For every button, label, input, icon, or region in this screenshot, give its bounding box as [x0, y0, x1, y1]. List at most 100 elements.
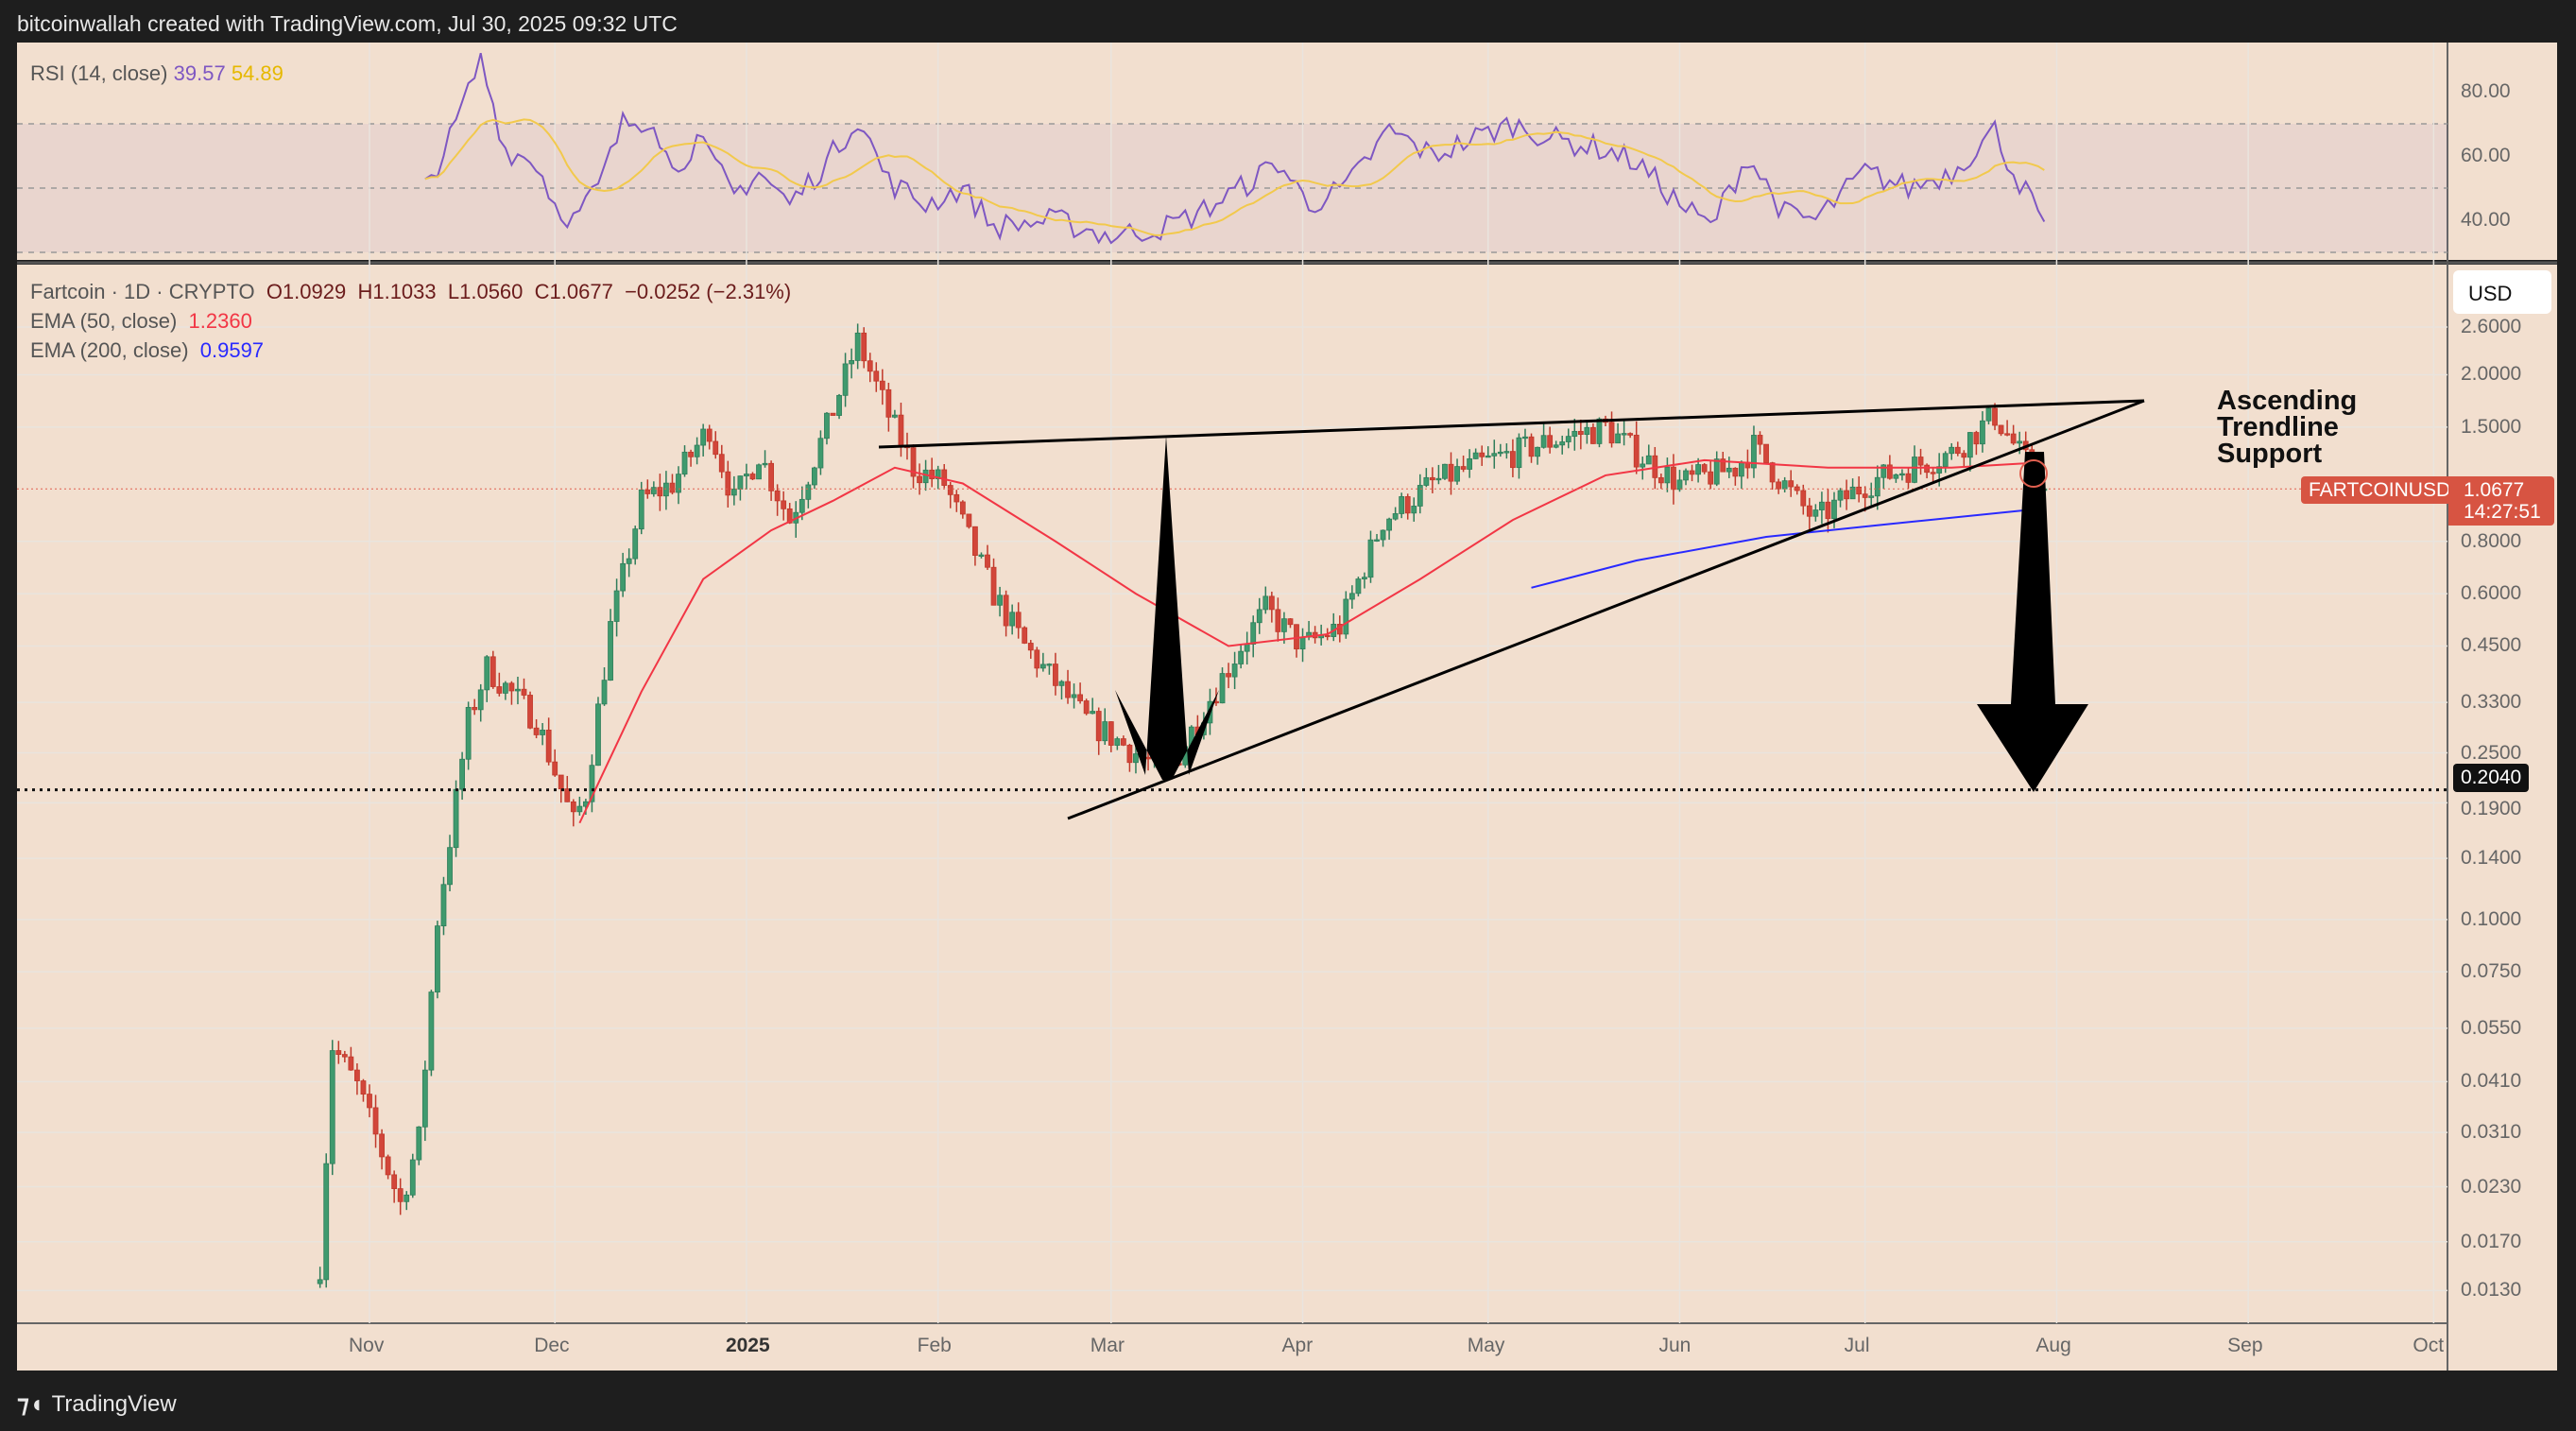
candle-body: [935, 469, 941, 479]
candle-body: [626, 558, 632, 564]
rsi-tick-label: 80.00: [2461, 80, 2511, 102]
candle-body: [620, 562, 627, 592]
ema200-value: 0.9597: [199, 338, 265, 362]
level-price-tag: 0.2040: [2453, 764, 2530, 792]
candle-body: [762, 462, 768, 466]
time-tick-label: Dec: [534, 1335, 570, 1356]
candle-body: [1472, 452, 1479, 459]
candle-body: [1751, 435, 1757, 469]
candle-body: [1367, 539, 1374, 578]
candle-body: [922, 469, 929, 484]
candle-body: [391, 1174, 398, 1189]
candle-body: [700, 428, 707, 446]
candle-body: [867, 360, 873, 372]
candle-body: [1015, 612, 1022, 629]
candle-body: [1781, 480, 1788, 490]
tradingview-logo[interactable]: ⁊◖ TradingView: [17, 1389, 177, 1419]
candle-body: [1621, 433, 1627, 436]
price-tick-label: 0.1400: [2461, 847, 2522, 870]
candle-body: [1905, 473, 1912, 483]
currency-button[interactable]: USD: [2453, 270, 2551, 314]
candle-body: [885, 388, 892, 418]
candle-body: [1980, 420, 1985, 445]
candle-body: [1577, 430, 1584, 436]
candle-body: [1058, 681, 1065, 686]
candle-body: [1695, 464, 1701, 475]
ohlc-low: L1.0560: [447, 280, 524, 303]
candle-body: [1429, 476, 1435, 481]
rsi-pane[interactable]: RSI (14, close) 39.57 54.89: [17, 43, 2557, 260]
candle-body: [527, 695, 533, 729]
candle-body: [1442, 463, 1448, 479]
candle-body: [1844, 490, 1849, 500]
rsi-ma-value: 54.89: [231, 61, 283, 85]
candle-body: [372, 1107, 379, 1135]
ema200-legend: EMA (200, close) 0.9597: [30, 338, 264, 363]
time-tick-label: Nov: [349, 1335, 385, 1356]
candle-body: [1769, 462, 1776, 483]
rsi-value: 39.57: [173, 61, 226, 85]
candle-body: [676, 474, 681, 493]
candle-body: [1275, 609, 1281, 632]
candle-body: [1942, 453, 1949, 468]
ascending-trendline: [1067, 399, 2145, 820]
candle-body: [1812, 509, 1819, 517]
candle-body: [1757, 435, 1763, 445]
candle-body: [1090, 711, 1096, 715]
highlight-circle: [2019, 459, 2048, 488]
price-tick-label: 0.4500: [2461, 634, 2522, 657]
candle-body: [657, 487, 663, 497]
candle-body: [1522, 436, 1528, 440]
candle-body: [1287, 618, 1294, 626]
candle-body: [1510, 451, 1516, 469]
candle-body: [459, 758, 466, 790]
candle-body: [861, 332, 867, 362]
candle-body: [1299, 636, 1306, 650]
candle-body: [1145, 756, 1151, 760]
candle-body: [1102, 721, 1108, 742]
candle-body: [409, 1159, 416, 1196]
candle-body: [1886, 464, 1893, 479]
candle-body: [1868, 495, 1875, 498]
candle-body: [1565, 436, 1571, 442]
chart-attribution: bitcoinwallah created with TradingView.c…: [17, 11, 678, 36]
candle-body: [1640, 463, 1646, 468]
resistance-trendline: [878, 399, 2145, 449]
candle-body: [1034, 649, 1040, 669]
candle-body: [997, 595, 1003, 606]
candle-body: [1454, 466, 1460, 482]
candle-body: [786, 508, 793, 524]
candle-body: [421, 1069, 428, 1128]
candle-body: [2004, 433, 2011, 436]
candle-body: [917, 475, 922, 484]
candle-body: [805, 484, 812, 500]
candle-body: [1930, 472, 1936, 474]
candle-body: [768, 462, 774, 491]
candle-body: [1516, 437, 1522, 469]
bar-countdown: 14:27:51: [2464, 501, 2541, 523]
candle-body: [688, 451, 694, 457]
ema50-value: 1.2360: [188, 309, 252, 333]
candle-body: [929, 469, 936, 479]
candle-body: [1077, 694, 1083, 701]
candle-body: [613, 590, 620, 622]
candle-body: [1467, 457, 1473, 470]
candle-body: [1880, 464, 1887, 478]
candle-body: [1404, 496, 1411, 514]
candle-body: [1133, 753, 1139, 764]
candle-body: [552, 761, 558, 776]
rsi-legend: RSI (14, close) 39.57 54.89: [30, 61, 283, 86]
candle-body: [1399, 496, 1405, 514]
candle-body: [817, 438, 824, 469]
candle-body: [608, 621, 613, 681]
candle-body: [836, 394, 842, 416]
candle-body: [335, 1050, 342, 1056]
candle-body: [1491, 453, 1498, 457]
candle-body: [947, 485, 953, 495]
candle-body: [576, 805, 583, 813]
candle-body: [477, 689, 484, 711]
candle-body: [985, 554, 990, 568]
candle-body: [1553, 444, 1559, 448]
candle-body: [849, 360, 855, 365]
